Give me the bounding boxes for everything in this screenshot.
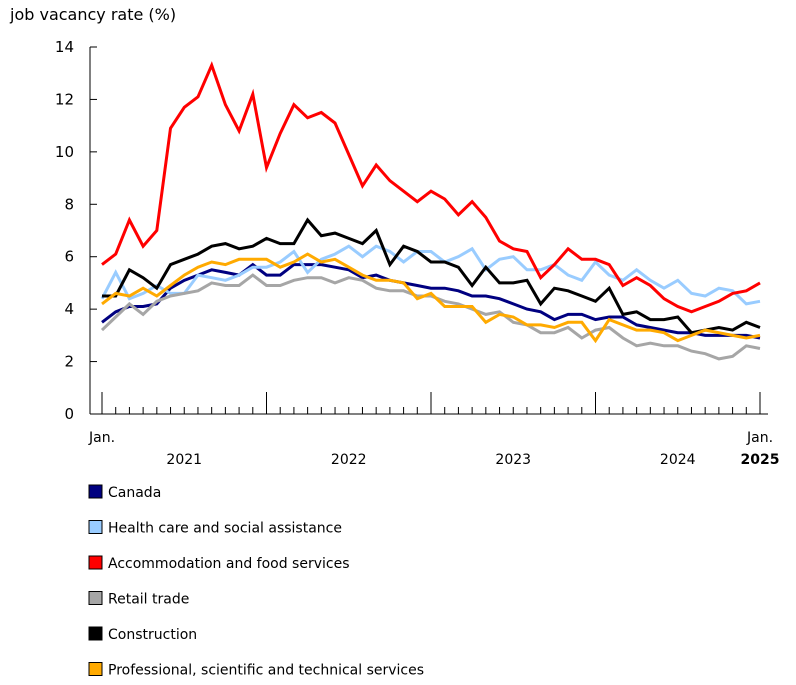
- y-tick-label: 0: [64, 405, 74, 423]
- legend-swatch: [88, 626, 103, 641]
- x-tick-label-year: 2022: [331, 452, 367, 468]
- series-line-0: [101, 262, 761, 340]
- y-tick-label: 8: [64, 195, 74, 213]
- y-tick-label: 4: [64, 300, 74, 318]
- legend-label: Construction: [108, 627, 197, 643]
- x-tick-label-year: 2024: [660, 452, 696, 468]
- legend-swatch: [88, 484, 103, 499]
- legend-label: Health care and social assistance: [108, 521, 342, 537]
- series-line-3: [100, 273, 761, 361]
- x-tick-label-year: 2025: [741, 452, 780, 468]
- y-axis-label: job vacancy rate (%): [9, 5, 176, 24]
- series-line-1: [100, 244, 761, 306]
- legend-swatch: [88, 591, 103, 605]
- x-tick-label-year: 2023: [495, 452, 531, 468]
- series-line-2: [101, 61, 761, 314]
- legend-swatch: [88, 555, 103, 570]
- series-lines: [100, 61, 761, 361]
- legend-label: Canada: [108, 485, 161, 501]
- x-tick-label-month: Jan.: [88, 430, 115, 446]
- y-tick-label: 2: [64, 353, 74, 371]
- axes: 0 2 4 6 8 10 12 14 Jan. 2021 2022 2023 2024 Jan. 2025: [55, 38, 780, 468]
- legend-swatch: [88, 662, 103, 676]
- y-tick-label: 10: [55, 143, 74, 161]
- legend-label: Professional, scientific and technical s…: [108, 663, 424, 679]
- legend-label: Retail trade: [108, 592, 189, 608]
- y-tick-label: 6: [64, 248, 74, 266]
- y-tick-label: 12: [55, 90, 74, 108]
- legend: Canada Health care and social assistance A…: [88, 484, 424, 679]
- series-line-4: [102, 217, 761, 335]
- x-tick-label-year: 2021: [166, 452, 202, 468]
- series-line-5: [101, 252, 761, 344]
- y-tick-label: 14: [55, 38, 74, 56]
- legend-label: Accommodation and food services: [108, 556, 350, 572]
- x-tick-label-month: Jan.: [746, 430, 773, 446]
- legend-swatch: [88, 520, 103, 534]
